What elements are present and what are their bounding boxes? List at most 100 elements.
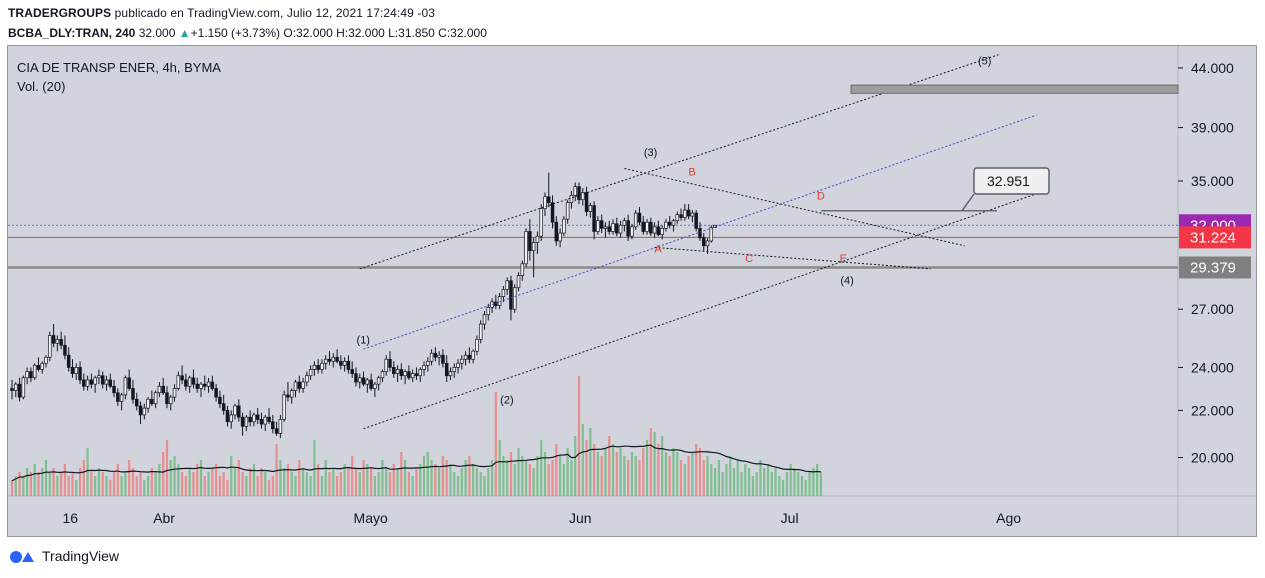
volume-bar: [139, 472, 142, 496]
volume-bar: [184, 476, 187, 496]
candle-body: [191, 377, 196, 385]
volume-bar: [286, 464, 290, 496]
candle-body: [444, 362, 449, 377]
candle-body: [376, 377, 381, 385]
ohlc-values: O:32.000 H:32.000 L:31.850 C:32.000: [283, 26, 487, 40]
volume-bar: [464, 460, 467, 496]
volume-bar: [766, 464, 770, 496]
volume-bar: [324, 460, 327, 496]
candle-body: [100, 375, 105, 385]
volume-bar: [653, 432, 656, 496]
volume-bar: [335, 476, 339, 496]
volume-bar: [627, 460, 630, 496]
volume-bar: [623, 456, 626, 496]
volume-bar: [619, 448, 622, 496]
volume-bar: [487, 468, 490, 496]
chart-title: CIA DE TRANSP ENER, 4h, BYMA: [17, 60, 221, 75]
volume-bar: [347, 468, 350, 496]
candle-body: [85, 379, 90, 387]
volume-bar: [468, 456, 471, 496]
symbol-header: BCBA_DLY:TRAN, 240 32.000 ▲+1.150 (+3.73…: [8, 26, 487, 40]
candle-body: [596, 220, 600, 232]
volume-bar: [774, 468, 777, 496]
candle-body: [414, 373, 419, 377]
candle-body: [698, 228, 702, 239]
price-change: +1.150 (+3.73%): [190, 26, 281, 40]
volume-bar: [101, 472, 104, 496]
candle-body: [286, 394, 290, 398]
volume-bar: [124, 472, 127, 496]
candle-body: [252, 414, 256, 423]
candle-body: [225, 410, 230, 423]
candle-body: [25, 371, 29, 379]
candle-body: [429, 352, 434, 362]
candle-body: [607, 226, 611, 232]
callout-pointer: [961, 193, 975, 212]
candle-body: [615, 223, 619, 234]
candle-body: [305, 375, 309, 383]
candle-body: [32, 365, 37, 379]
candle-body: [509, 280, 513, 310]
volume-bar: [222, 472, 225, 496]
volume-bar: [744, 464, 747, 496]
wave-label: (3): [644, 147, 657, 159]
volume-bar: [570, 460, 573, 496]
candle-body: [524, 231, 528, 265]
volume-bar: [547, 464, 550, 496]
candle-body: [599, 220, 604, 229]
volume-bar: [789, 464, 792, 496]
volume-bar: [48, 472, 51, 496]
candle-body: [562, 218, 566, 234]
volume-bar: [676, 452, 679, 496]
candle-body: [558, 232, 562, 242]
volume-bar: [551, 460, 554, 496]
candle-body: [93, 377, 97, 385]
volume-bar: [56, 476, 59, 496]
volume-bar: [199, 460, 203, 496]
candle-body: [694, 212, 698, 229]
volume-bar: [26, 468, 29, 496]
volume-bar: [691, 452, 694, 496]
candle-body: [407, 371, 411, 379]
candle-body: [169, 396, 173, 405]
tradingview-logo[interactable]: TradingView: [8, 548, 119, 564]
price-tick-label: 22.000: [1191, 402, 1234, 418]
volume-bar: [819, 472, 823, 496]
volume-bar: [521, 456, 524, 496]
volume-bar: [426, 452, 429, 496]
candle-body: [369, 379, 373, 389]
price-tick-label: 39.000: [1191, 120, 1234, 136]
volume-bar: [328, 472, 331, 496]
volume-bar: [120, 476, 123, 496]
abcde-label: E: [840, 253, 847, 265]
time-tick-label: Jul: [781, 510, 799, 526]
last-price: 32.000: [138, 26, 176, 40]
volume-bar: [804, 480, 807, 496]
abcde-label: C: [745, 253, 753, 265]
candle-body: [683, 209, 687, 218]
volume-bar: [732, 468, 736, 496]
candle-body: [539, 208, 543, 237]
abcde-label: B: [688, 166, 695, 178]
volume-bar: [256, 476, 259, 496]
volume-bar: [664, 452, 668, 496]
volume-bar: [33, 464, 36, 496]
volume-bar: [177, 464, 180, 496]
candle-body: [123, 377, 128, 396]
candle-body: [392, 367, 396, 374]
candle-body: [271, 421, 275, 430]
volume-bar: [411, 476, 414, 496]
candle-body: [573, 186, 577, 196]
candle-body: [323, 358, 328, 364]
volume-bar: [721, 472, 724, 496]
volume-bar: [252, 464, 256, 496]
volume-bar: [169, 460, 172, 496]
volume-bar: [381, 460, 384, 496]
volume-bar: [661, 436, 664, 496]
volume-bar: [271, 476, 274, 496]
candle-body: [104, 379, 109, 385]
candle-body: [282, 394, 286, 420]
volume-bar: [44, 460, 48, 496]
volume-bar: [751, 476, 754, 496]
